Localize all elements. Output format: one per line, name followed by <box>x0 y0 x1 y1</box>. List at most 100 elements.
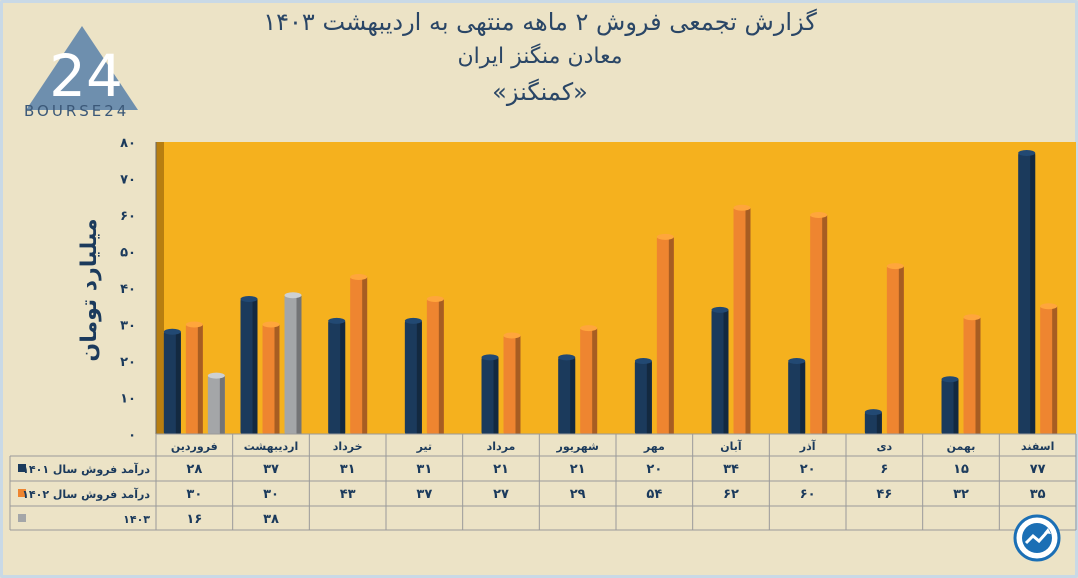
data-label: ۲۱ <box>493 462 509 477</box>
bar-1402-shade <box>438 298 444 434</box>
data-label: ۴۶ <box>876 487 892 502</box>
x-tick-label: دی <box>876 440 892 453</box>
bar-1401 <box>404 317 422 434</box>
data-label: ۳۷ <box>263 462 279 477</box>
data-label: ۲۸ <box>186 462 202 477</box>
bar-1401 <box>711 306 729 434</box>
data-label: ۱۵ <box>953 462 969 477</box>
x-tick-label: اسفند <box>1021 440 1054 453</box>
bar-1401 <box>328 317 346 434</box>
bar-1401-cap <box>163 328 181 335</box>
x-tick-label: فروردین <box>171 440 218 453</box>
legend-swatch <box>18 489 26 497</box>
bar-1402-cap <box>580 325 598 332</box>
bar-1402 <box>886 263 904 434</box>
bar-1402-shade <box>822 215 828 434</box>
brand-name: BOURSE24 <box>24 102 130 120</box>
bar-1402-shade <box>274 324 280 434</box>
bar-1401 <box>558 354 576 434</box>
data-label: ۳۵ <box>1030 487 1046 502</box>
data-label: ۳۰ <box>263 487 279 502</box>
bar-1402 <box>1040 303 1058 434</box>
data-label: ۶۰ <box>800 487 816 502</box>
data-label: ۱۶ <box>186 512 202 527</box>
bar-1401 <box>240 295 258 434</box>
y-tick-label: ۳۰ <box>120 319 136 334</box>
bar-1402 <box>810 212 828 434</box>
x-tick-label: خرداد <box>333 440 363 453</box>
bar-1402-cap <box>886 263 904 270</box>
bar-1401-cap <box>941 376 959 383</box>
bar-1401 <box>941 376 959 434</box>
data-label: ۵۴ <box>646 487 662 502</box>
bar-1402-shade <box>362 277 368 434</box>
y-tick-label: ۱۰ <box>120 392 136 407</box>
data-label: ۳۱ <box>340 462 356 477</box>
data-label: ۳۷ <box>416 487 432 502</box>
y-tick-label: ۸۰ <box>120 136 136 151</box>
plot-background <box>164 142 1076 434</box>
data-label: ۲۰ <box>646 462 662 477</box>
bar-1402 <box>503 332 521 434</box>
bar-1402-shade <box>592 328 598 434</box>
x-tick-label: تیر <box>416 440 432 453</box>
bar-1401-shade <box>416 320 422 434</box>
legend-label: درآمد فروش سال ۱۴۰۱ <box>22 462 150 476</box>
bar-1401-shade <box>1030 152 1036 434</box>
data-label: ۳۴ <box>723 462 739 477</box>
bar-1403-cap <box>207 372 225 379</box>
bar-1401-shade <box>252 298 258 434</box>
bar-1401-shade <box>800 361 806 434</box>
bar-1401 <box>1018 149 1036 434</box>
bar-1401 <box>788 358 806 434</box>
data-label: ۶۲ <box>723 487 739 502</box>
x-tick-label: اردیبهشت <box>244 440 298 453</box>
bar-1401-cap <box>481 354 499 361</box>
bar-1402-cap <box>350 274 368 281</box>
bar-1402-cap <box>185 321 203 328</box>
bar-1401 <box>163 328 181 434</box>
bar-1403-shade <box>219 375 225 434</box>
y-tick-label: ۷۰ <box>120 173 136 188</box>
bar-1402 <box>426 295 444 434</box>
x-tick-label: آذر <box>799 439 816 453</box>
y-tick-label: ۴۰ <box>120 282 136 297</box>
bar-1401-shade <box>646 361 652 434</box>
bar-1402-cap <box>656 233 674 240</box>
data-label: ۴۳ <box>340 487 356 502</box>
bar-1402-cap <box>963 314 981 321</box>
bar-1401-cap <box>404 317 422 324</box>
bar-1402-shade <box>197 324 203 434</box>
bar-1401-shade <box>340 320 346 434</box>
bar-1402-shade <box>515 335 521 434</box>
bar-1402 <box>185 321 203 434</box>
bourse24-logo-icon: 24 <box>26 26 138 110</box>
bar-1403 <box>284 292 302 434</box>
bar-1401-cap <box>864 409 882 416</box>
y-tick-label: ۲۰ <box>120 355 136 370</box>
bar-1401-shade <box>175 331 181 434</box>
bar-1401-cap <box>634 358 652 364</box>
x-tick-label: شهریور <box>556 440 599 453</box>
bar-1401-cap <box>711 306 729 313</box>
company-symbol: «کمنگنز» <box>492 78 588 106</box>
data-label: ۲۰ <box>800 462 816 477</box>
data-label: ۳۸ <box>263 512 279 527</box>
data-label: ۲۷ <box>493 487 509 502</box>
bar-1402-cap <box>426 295 444 302</box>
bar-1401-cap <box>328 317 346 324</box>
logo-mark-text: 24 <box>49 42 123 110</box>
data-label: ۲۱ <box>570 462 586 477</box>
bar-1402 <box>262 321 280 434</box>
bar-1402 <box>656 233 674 434</box>
bar-1401-shade <box>723 309 729 434</box>
y-tick-label: ۶۰ <box>120 209 136 224</box>
bar-1401 <box>634 358 652 434</box>
bar-1402-shade <box>1052 306 1058 434</box>
x-tick-label: مرداد <box>487 440 516 453</box>
bar-1402-cap <box>503 332 521 339</box>
bar-1402 <box>963 314 981 434</box>
bar-1402-cap <box>262 321 280 328</box>
